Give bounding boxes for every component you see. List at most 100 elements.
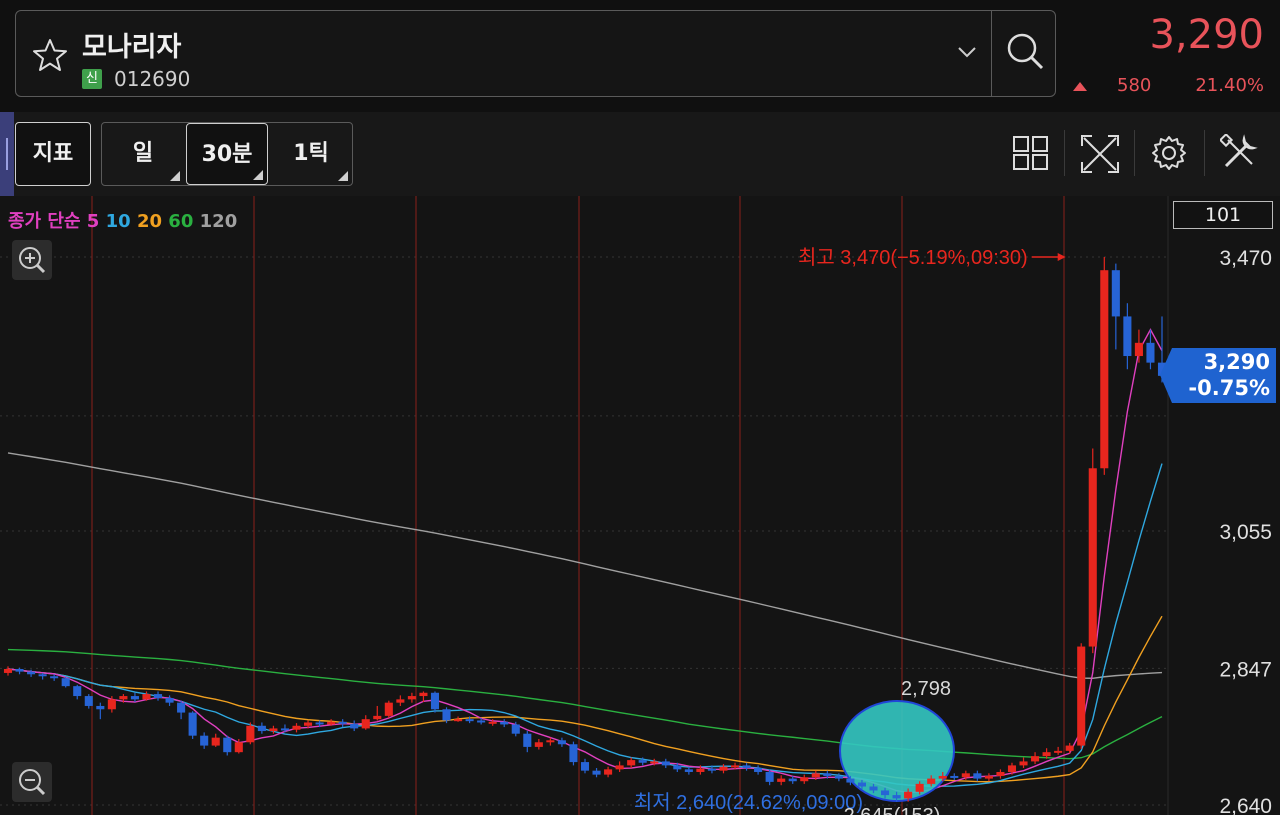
candle-body xyxy=(15,668,24,672)
candle-body xyxy=(107,699,116,710)
timeframe-30min[interactable]: 30분 xyxy=(186,123,268,185)
timeframe-day[interactable]: 일 xyxy=(102,123,184,185)
ma60-line xyxy=(7,648,1163,760)
stock-search-box[interactable]: 모나리자 신 012690 xyxy=(15,10,1056,97)
timeframe-label: 30분 xyxy=(201,142,253,167)
candle-body xyxy=(869,786,878,791)
indicator-button[interactable]: 지표 xyxy=(15,122,91,186)
tag-price: 3,290 xyxy=(1203,350,1270,374)
candle-body xyxy=(1019,761,1028,766)
candle-body xyxy=(84,696,93,706)
candle-body xyxy=(407,696,416,700)
candle-body xyxy=(719,766,728,771)
current-price-tag: 3,290 -0.75% xyxy=(1160,348,1276,403)
candle-body xyxy=(592,770,601,775)
candle-body xyxy=(234,742,243,753)
timeframe-group: 일 30분 1틱 xyxy=(101,122,353,186)
ma20-line xyxy=(7,615,1163,783)
candle-body xyxy=(442,709,451,721)
drawing-tools-icon[interactable] xyxy=(1220,134,1258,172)
high-marker-arrow xyxy=(1057,253,1066,261)
candle-body xyxy=(257,725,266,732)
candle-body xyxy=(1100,270,1109,469)
candle-body xyxy=(465,719,474,722)
candle-body xyxy=(50,676,59,679)
y-tick-label: 2,640 xyxy=(1219,795,1272,815)
candle-body xyxy=(754,768,763,772)
candle-body xyxy=(534,742,543,747)
search-icon[interactable] xyxy=(1004,31,1046,73)
candle-body xyxy=(765,771,774,782)
candle-body xyxy=(950,775,959,778)
candle-body xyxy=(1077,646,1086,746)
candle-body xyxy=(1146,342,1155,363)
candle-body xyxy=(73,686,82,697)
candle-body xyxy=(777,778,786,782)
candle-body xyxy=(881,790,890,796)
candle-body xyxy=(61,678,70,687)
current-price: 3,290 xyxy=(1149,12,1264,58)
candle-body xyxy=(1054,750,1063,753)
candle-body xyxy=(419,692,428,697)
favorite-star-icon[interactable] xyxy=(32,37,68,73)
candle-body xyxy=(892,795,901,799)
timeframe-label: 1틱 xyxy=(293,141,329,166)
candle-body xyxy=(27,671,36,675)
side-panel-handle[interactable] xyxy=(0,112,14,196)
candle-body xyxy=(200,735,209,746)
candle-body xyxy=(280,728,289,731)
y-tick-label: 2,847 xyxy=(1219,658,1272,681)
zoom-in-button[interactable] xyxy=(12,240,52,280)
candle-body xyxy=(638,760,647,763)
candle-body xyxy=(661,761,670,766)
candle-body xyxy=(304,722,313,726)
candle-body xyxy=(511,724,520,734)
candle-body xyxy=(454,719,463,722)
legend-prefix: 종가 단순 xyxy=(8,211,81,232)
moving-average-legend: 종가 단순 5 10 20 60 120 xyxy=(8,207,237,233)
zoom-out-button[interactable] xyxy=(12,762,52,802)
timeframe-1tick[interactable]: 1틱 xyxy=(270,123,352,185)
candle-body xyxy=(904,791,913,799)
ma10-line xyxy=(7,463,1163,787)
candle-body xyxy=(153,694,163,699)
candle-body xyxy=(973,773,982,779)
ma5-line xyxy=(7,328,1163,794)
fullscreen-icon[interactable] xyxy=(1080,134,1120,174)
candle-body xyxy=(430,692,440,710)
candle-body xyxy=(557,740,566,745)
highlight-circle xyxy=(839,700,955,802)
candle-body xyxy=(938,775,947,779)
candle-body xyxy=(800,777,809,782)
candle-body xyxy=(834,775,843,779)
candle-body xyxy=(961,773,970,778)
zoom-out-icon xyxy=(19,769,46,796)
candlestick-chart[interactable]: 3,470 3,055 2,847 2,640 최고 3,470(−5.19%,09:3… xyxy=(0,196,1280,815)
candle-body xyxy=(1088,468,1097,647)
layout-grid-icon[interactable] xyxy=(1012,134,1050,172)
candle-body xyxy=(730,765,740,768)
candle-body xyxy=(996,771,1005,776)
candle-body xyxy=(38,674,47,677)
divider xyxy=(1204,130,1205,176)
candle-body xyxy=(811,773,820,778)
candle-body xyxy=(292,725,301,730)
change-amount: 580 xyxy=(1117,75,1152,96)
candle-body xyxy=(1042,752,1051,757)
candle-body xyxy=(130,696,139,700)
candle-body xyxy=(650,761,659,764)
candle-body xyxy=(373,715,382,720)
candle-body xyxy=(338,721,347,724)
y-tick-label: 3,055 xyxy=(1219,521,1272,544)
candle-body xyxy=(569,744,578,763)
settings-gear-icon[interactable] xyxy=(1150,134,1188,172)
candle-body xyxy=(142,694,151,700)
candle-body xyxy=(165,698,174,703)
candle-body xyxy=(846,778,855,783)
candle-body xyxy=(1007,765,1017,772)
candle-body xyxy=(523,733,532,747)
timeframe-label: 일 xyxy=(132,141,154,166)
chevron-down-icon[interactable] xyxy=(956,41,978,63)
candle-body xyxy=(1111,270,1120,317)
legend-ma5: 5 xyxy=(86,211,100,232)
